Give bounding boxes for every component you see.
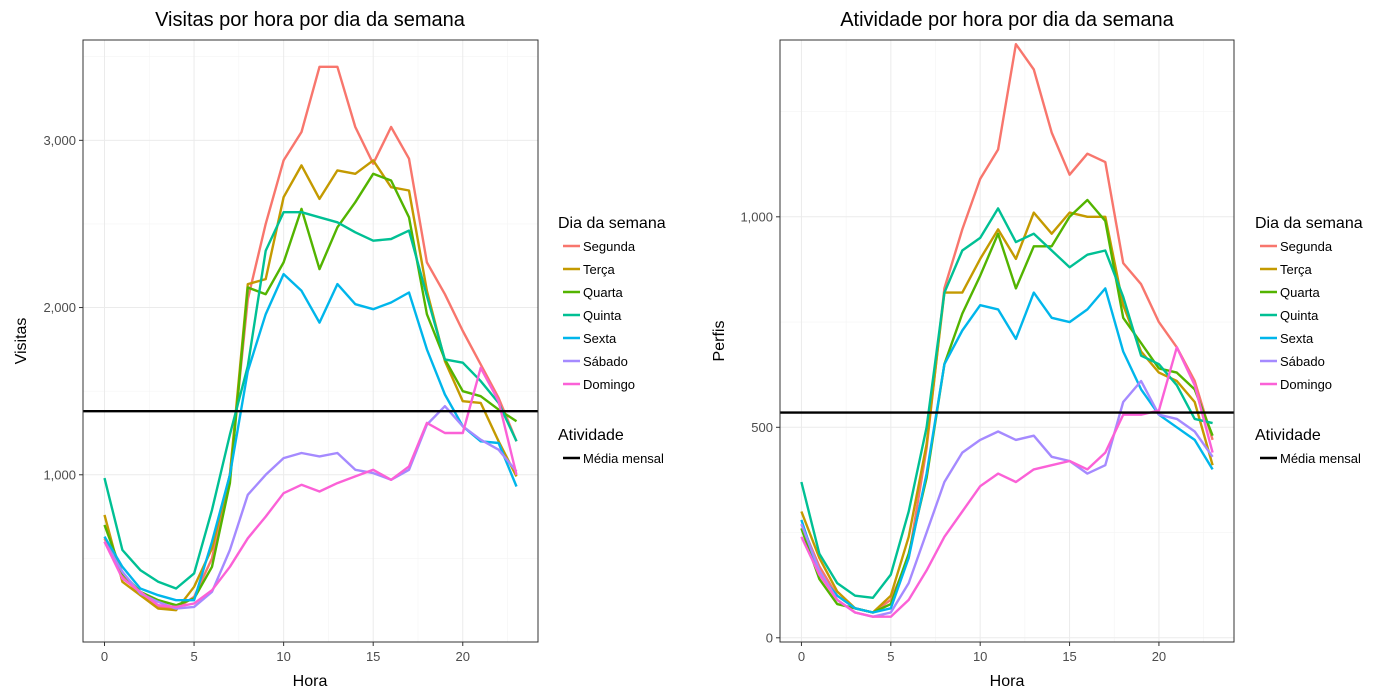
chart-atividade-legend-label: Sexta [1280, 331, 1314, 346]
chart-visitas-legend: Dia da semana Segunda Terça Quarta Quinta Sex… [558, 215, 666, 466]
chart-atividade-x-tick-label: 20 [1152, 649, 1166, 664]
chart-visitas-panel [82, 39, 539, 643]
chart-atividade-gridlines [780, 40, 1234, 642]
chart-atividade-plot [780, 43, 1234, 618]
chart-atividade-y-tick-label: 1,000 [740, 209, 773, 224]
chart-atividade: Atividade por hora por dia da semana 0 5 1… [711, 9, 1363, 690]
chart-visitas-series-sábado [103, 405, 518, 610]
chart-visitas-y-tick-label: 3,000 [43, 133, 76, 148]
chart-atividade-x-tick-label: 0 [798, 649, 805, 664]
chart-atividade-x-tick-label: 15 [1062, 649, 1076, 664]
chart-visitas-ylabel: Visitas [13, 318, 30, 365]
chart-visitas-plot [83, 65, 538, 612]
chart-visitas-x-tick-label: 20 [456, 649, 470, 664]
chart-visitas-legend-label: Segunda [583, 239, 636, 254]
chart-visitas-ticks: 0 5 10 15 20 1,000 2,000 3,000 [43, 133, 470, 664]
chart-atividade-x-tick-label: 10 [973, 649, 987, 664]
chart-visitas-series-sexta [103, 272, 518, 602]
chart-atividade-panel [779, 39, 1235, 643]
chart-visitas-gridlines [83, 40, 538, 642]
chart-visitas-title: Visitas por hora por dia da semana [155, 9, 466, 31]
chart-atividade-series-quarta [800, 198, 1214, 614]
chart-atividade-series-domingo [800, 346, 1214, 618]
chart-visitas-y-tick-label: 2,000 [43, 300, 76, 315]
chart-visitas-x-tick-label: 10 [276, 649, 290, 664]
chart-visitas-legend-label: Terça [583, 262, 616, 277]
chart-atividade-y-tick-label: 0 [766, 630, 773, 645]
chart-atividade-series-sábado [800, 379, 1214, 618]
chart-visitas-legend-label: Quinta [583, 308, 622, 323]
chart-visitas-series-terça [103, 159, 518, 612]
chart-atividade-x-tick-label: 5 [887, 649, 894, 664]
chart-atividade-legend-title: Dia da semana [1255, 215, 1363, 232]
chart-atividade-ylabel: Perfis [711, 321, 728, 362]
chart-atividade-legend-label: Terça [1280, 262, 1313, 277]
chart-atividade-y-tick-label: 500 [751, 420, 773, 435]
chart-atividade-xlabel: Hora [990, 673, 1025, 690]
chart-atividade-series-sexta [800, 287, 1214, 614]
chart-atividade-legend: Dia da semana Segunda Terça Quarta Quinta Sex… [1255, 215, 1363, 466]
chart-visitas-y-tick-label: 1,000 [43, 467, 76, 482]
chart-visitas-x-tick-label: 15 [366, 649, 380, 664]
chart-atividade-legend-label: Domingo [1280, 377, 1332, 392]
chart-visitas-legend-title-reference: Atividade [558, 427, 624, 444]
chart-atividade-legend-label: Quarta [1280, 285, 1321, 300]
chart-visitas-legend-label-reference: Média mensal [583, 451, 664, 466]
chart-visitas-series-quarta [103, 172, 518, 607]
chart-visitas-series-segunda [103, 65, 518, 610]
chart-visitas-legend-label: Sexta [583, 331, 617, 346]
chart-visitas-xlabel: Hora [293, 673, 328, 690]
chart-visitas-series-domingo [103, 366, 518, 609]
chart-visitas-legend-label: Sábado [583, 354, 628, 369]
chart-visitas-series-quinta [103, 210, 518, 590]
chart-atividade-legend-title-reference: Atividade [1255, 427, 1321, 444]
chart-visitas-legend-label: Quarta [583, 285, 624, 300]
chart-visitas-legend-label: Domingo [583, 377, 635, 392]
chart-atividade-title: Atividade por hora por dia da semana [840, 9, 1174, 31]
chart-atividade-legend-label-reference: Média mensal [1280, 451, 1361, 466]
chart-atividade-series-segunda [800, 43, 1214, 614]
chart-atividade-legend-label: Segunda [1280, 239, 1333, 254]
chart-visitas: Visitas por hora por dia da semana 0 5 10 1… [13, 9, 666, 690]
chart-visitas-legend-title: Dia da semana [558, 215, 666, 232]
chart-visitas-x-tick-label: 0 [101, 649, 108, 664]
chart-atividade-legend-label: Quinta [1280, 308, 1319, 323]
chart-visitas-x-tick-label: 5 [190, 649, 197, 664]
chart-atividade-legend-label: Sábado [1280, 354, 1325, 369]
chart-atividade-series-quinta [800, 207, 1213, 599]
chart-atividade-ticks: 0 5 10 15 20 0 500 1,000 [740, 209, 1166, 664]
